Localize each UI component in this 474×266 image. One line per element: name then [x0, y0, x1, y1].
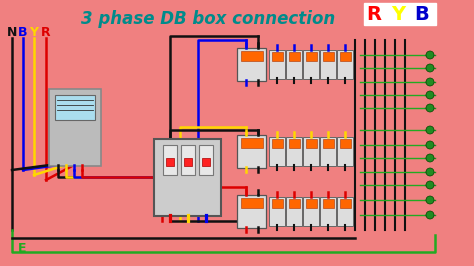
FancyBboxPatch shape — [237, 194, 266, 227]
Circle shape — [426, 154, 434, 162]
Bar — [181, 145, 195, 175]
Circle shape — [426, 181, 434, 189]
Bar — [306, 139, 317, 148]
Bar — [340, 52, 351, 61]
FancyBboxPatch shape — [320, 49, 337, 78]
Bar — [55, 95, 95, 120]
Circle shape — [426, 196, 434, 204]
Bar — [241, 138, 263, 148]
Text: N: N — [7, 26, 17, 39]
Text: R: R — [366, 5, 382, 23]
Text: B: B — [415, 5, 429, 23]
Bar — [340, 199, 351, 208]
FancyBboxPatch shape — [286, 197, 302, 226]
Bar — [340, 139, 351, 148]
FancyBboxPatch shape — [49, 89, 101, 166]
Bar — [306, 52, 317, 61]
Bar — [199, 145, 213, 175]
FancyBboxPatch shape — [270, 136, 285, 165]
FancyBboxPatch shape — [270, 49, 285, 78]
Bar — [323, 139, 334, 148]
Circle shape — [426, 78, 434, 86]
Circle shape — [426, 104, 434, 112]
Circle shape — [426, 51, 434, 59]
FancyBboxPatch shape — [286, 49, 302, 78]
Bar — [364, 3, 436, 25]
Circle shape — [426, 141, 434, 149]
FancyBboxPatch shape — [320, 136, 337, 165]
FancyBboxPatch shape — [303, 49, 319, 78]
Bar — [289, 139, 300, 148]
Circle shape — [426, 64, 434, 72]
Text: Y: Y — [391, 5, 405, 23]
FancyBboxPatch shape — [286, 136, 302, 165]
FancyBboxPatch shape — [337, 197, 354, 226]
Text: E: E — [18, 242, 27, 255]
Bar — [289, 52, 300, 61]
FancyBboxPatch shape — [320, 197, 337, 226]
Text: B: B — [18, 26, 28, 39]
FancyBboxPatch shape — [337, 136, 354, 165]
Circle shape — [426, 168, 434, 176]
Bar — [306, 199, 317, 208]
Circle shape — [426, 91, 434, 99]
Bar — [184, 158, 192, 166]
Bar — [323, 52, 334, 61]
Bar — [272, 139, 283, 148]
Bar — [163, 145, 177, 175]
FancyBboxPatch shape — [270, 197, 285, 226]
Text: Y: Y — [29, 26, 38, 39]
Bar — [202, 158, 210, 166]
Text: R: R — [41, 26, 51, 39]
Bar — [323, 199, 334, 208]
Bar — [241, 51, 263, 61]
Bar — [241, 198, 263, 208]
FancyBboxPatch shape — [237, 48, 266, 81]
FancyBboxPatch shape — [303, 136, 319, 165]
Bar — [166, 158, 174, 166]
Circle shape — [426, 126, 434, 134]
Bar — [272, 199, 283, 208]
Text: 3 phase DB box connection: 3 phase DB box connection — [82, 10, 336, 28]
FancyBboxPatch shape — [303, 197, 319, 226]
FancyBboxPatch shape — [154, 139, 221, 216]
Bar — [272, 52, 283, 61]
Bar — [289, 199, 300, 208]
FancyBboxPatch shape — [237, 135, 266, 168]
FancyBboxPatch shape — [337, 49, 354, 78]
Circle shape — [426, 211, 434, 219]
